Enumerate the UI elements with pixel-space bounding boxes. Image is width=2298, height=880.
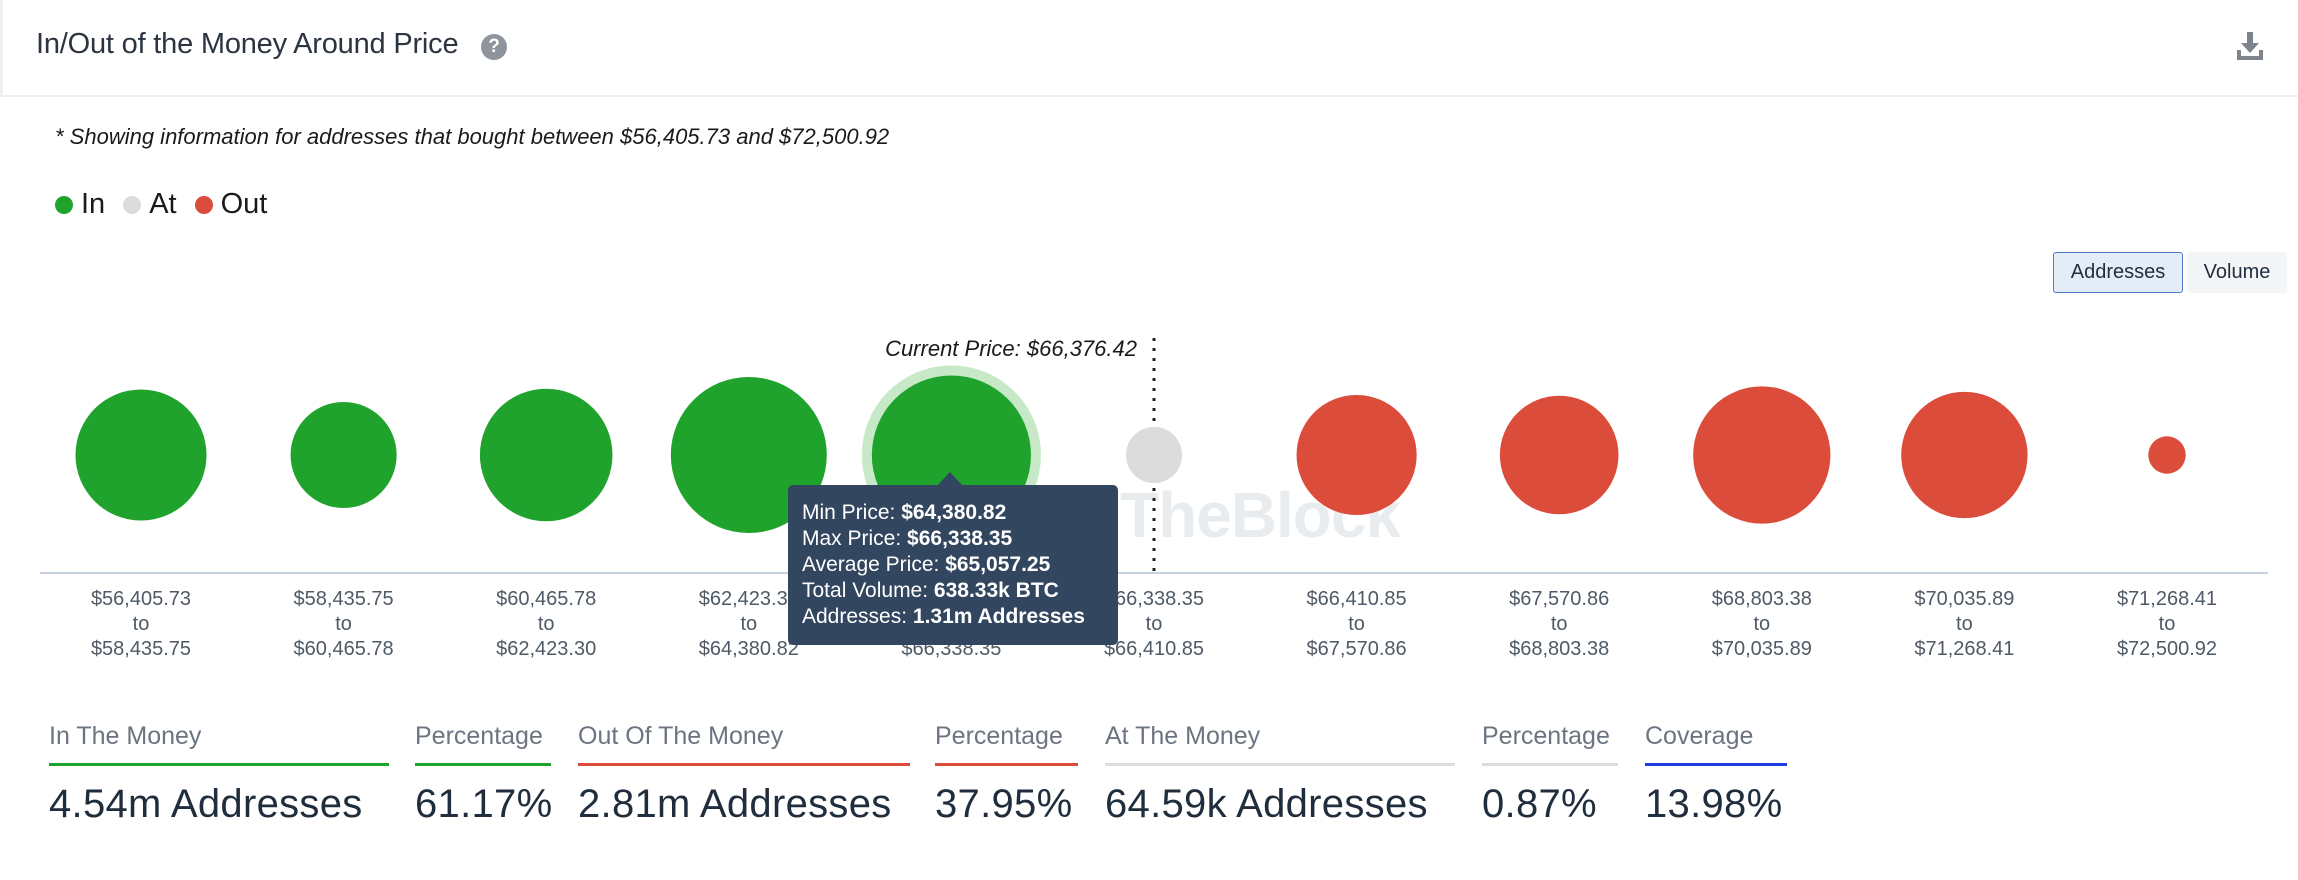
volume-toggle-button[interactable]: Volume — [2187, 252, 2287, 293]
range-label: $66,410.85 to $67,570.86 — [1306, 588, 1407, 660]
stat-coverage: Coverage 13.98% — [1645, 722, 1787, 827]
question-circle-icon[interactable]: ? — [481, 34, 507, 60]
tooltip-row-average-price: Average Price: $65,057.25 — [802, 553, 1051, 576]
tooltip-row-max-price: Max Price: $66,338.35 — [802, 527, 1013, 550]
stat-label: Percentage — [935, 722, 1063, 750]
stat-underline — [578, 763, 910, 766]
stat-label: Out Of The Money — [578, 722, 784, 750]
tooltip-row-min-price: Min Price: $64,380.82 — [802, 501, 1007, 524]
panel-header: In/Out of the Money Around Price ? — [0, 0, 2298, 97]
stat-value: 0.87% — [1482, 782, 1597, 826]
bubble-in-3[interactable] — [670, 377, 827, 533]
stat-value: 61.17% — [415, 782, 553, 826]
bubble-out-10[interactable] — [2148, 436, 2186, 474]
stat-value: 64.59k Addresses — [1105, 782, 1428, 826]
stat-in-the-money: In The Money 4.54m Addresses — [49, 722, 389, 827]
legend-item-at[interactable]: At — [123, 188, 177, 221]
legend-dot-in — [55, 195, 73, 214]
bubble-out-8[interactable] — [1693, 386, 1831, 524]
stat-underline — [1645, 763, 1787, 766]
legend-label-at: At — [149, 188, 177, 220]
legend-dot-out — [194, 195, 213, 214]
bubble-chart: Current Price: $66,376.42 — [40, 336, 2268, 574]
stat-label: Coverage — [1645, 722, 1754, 750]
info-note: * Showing information for addresses that… — [55, 124, 890, 149]
stat-at-percentage: Percentage 0.87% — [1482, 722, 1618, 827]
bubble-in-0[interactable] — [75, 389, 207, 521]
legend: In At Out — [55, 188, 285, 221]
range-label: $70,035.89 to $71,268.41 — [1914, 588, 2015, 660]
legend-label-out: Out — [220, 188, 268, 220]
stat-underline — [1105, 763, 1455, 766]
range-label: $56,405.73 to $58,435.75 — [90, 588, 192, 660]
legend-item-in[interactable]: In — [55, 188, 105, 221]
range-label: $60,465.78 to $62,423.30 — [496, 588, 597, 660]
range-label: $68,803.38 to $70,035.89 — [1711, 588, 1812, 660]
tooltip-arrow — [937, 472, 963, 486]
stat-value: 37.95% — [935, 782, 1073, 826]
stat-value: 2.81m Addresses — [578, 782, 892, 826]
legend-item-out[interactable]: Out — [194, 188, 268, 221]
stat-value: 4.54m Addresses — [49, 782, 363, 826]
legend-label-in: In — [81, 188, 106, 220]
range-label: $67,570.86 to $68,803.38 — [1509, 588, 1610, 660]
range-label: $71,268.41 to $72,500.92 — [2116, 588, 2218, 660]
stat-label: Percentage — [415, 722, 543, 750]
stat-in-percentage: Percentage 61.17% — [415, 722, 552, 827]
stat-label: In The Money — [49, 722, 202, 750]
range-label: $66,338.35 to $66,410.85 — [1103, 588, 1205, 660]
stat-out-percentage: Percentage 37.95% — [935, 722, 1078, 827]
bubble-tooltip: Min Price: $64,380.82 Max Price: $66,338… — [788, 485, 1118, 645]
bubble-out-6[interactable] — [1296, 394, 1417, 516]
stat-underline — [415, 763, 551, 766]
bubble-out-7[interactable] — [1499, 395, 1619, 515]
bubble-in-1[interactable] — [290, 401, 397, 509]
bubble-out-9[interactable] — [1901, 391, 2028, 519]
stat-underline — [49, 763, 389, 766]
current-price-label: Current Price: $66,376.42 — [885, 336, 1137, 361]
bubble-in-2[interactable] — [479, 388, 613, 522]
stat-at-the-money: At The Money 64.59k Addresses — [1105, 722, 1455, 827]
tooltip-row-addresses: Addresses: 1.31m Addresses — [802, 605, 1085, 628]
range-label: $62,423.30 to $64,380.82 — [698, 588, 799, 660]
stat-value: 13.98% — [1645, 782, 1783, 826]
stat-label: At The Money — [1105, 722, 1261, 750]
range-label: $58,435.75 to $60,465.78 — [293, 588, 394, 660]
stat-out-of-the-money: Out Of The Money 2.81m Addresses — [578, 722, 910, 827]
stat-underline — [1482, 763, 1618, 766]
download-icon[interactable] — [2235, 30, 2265, 62]
bubbles-group — [75, 365, 2186, 545]
tooltip-row-total-volume: Total Volume: 638.33k BTC — [802, 579, 1059, 602]
stat-label: Percentage — [1482, 722, 1610, 750]
addresses-toggle-button[interactable]: Addresses — [2053, 252, 2183, 293]
page-title: In/Out of the Money Around Price — [36, 28, 459, 60]
stat-underline — [935, 763, 1078, 766]
bubble-at-5[interactable] — [1125, 426, 1183, 484]
legend-dot-at — [123, 195, 142, 214]
